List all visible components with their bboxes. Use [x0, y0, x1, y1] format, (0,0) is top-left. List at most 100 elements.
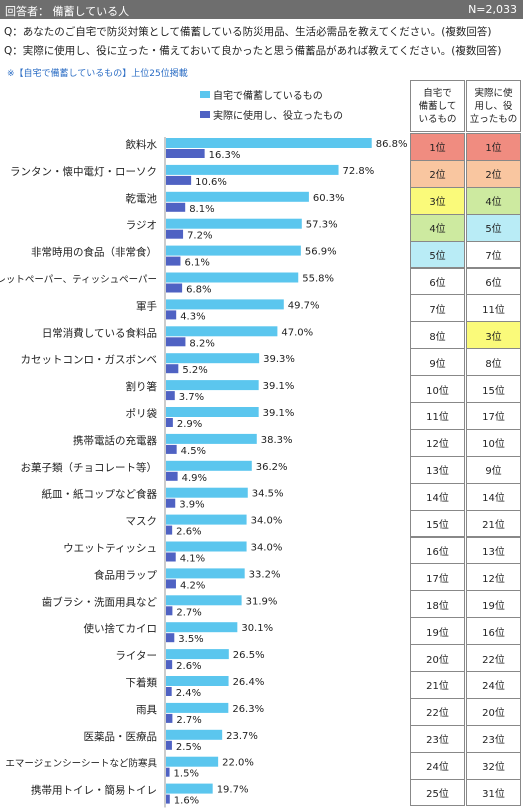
- data-label-stockpiled: 30.1%: [241, 623, 273, 634]
- rank-cell-stockpiled: 11位: [410, 402, 465, 430]
- rank-cell-useful: 21位: [466, 509, 521, 538]
- rank-cell-useful: 14位: [466, 482, 521, 511]
- rank-cell-stockpiled: 17位: [410, 563, 465, 592]
- bar-stockpiled: [166, 460, 252, 471]
- rank-cell-useful: 24位: [466, 671, 521, 699]
- rank-cell-useful: 22位: [466, 644, 521, 672]
- category-label: 日常消費している食料品: [42, 326, 157, 339]
- bar-stockpiled: [166, 729, 223, 740]
- rank-cell-stockpiled: 6位: [410, 267, 465, 296]
- rank-cell-useful: 19位: [466, 590, 521, 619]
- data-label-stockpiled: 55.8%: [302, 274, 334, 285]
- data-label-stockpiled: 23.7%: [226, 731, 258, 742]
- data-label-stockpiled: 31.9%: [246, 596, 278, 607]
- data-label-useful: 2.4%: [176, 688, 201, 699]
- category-label: ラジオ: [126, 220, 157, 232]
- rank-cell-useful: 20位: [466, 697, 521, 726]
- data-label-useful: 3.5%: [178, 634, 203, 645]
- bar-stockpiled: [166, 595, 242, 606]
- legend-label-series-1: 自宅で備蓄しているもの: [213, 91, 323, 102]
- rank-cell-stockpiled: 5位: [410, 240, 465, 269]
- data-label-useful: 6.1%: [184, 258, 209, 269]
- data-label-stockpiled: 86.8%: [376, 139, 408, 150]
- bar-useful: [166, 633, 175, 643]
- rank-header-useful: 実際に使 用し、役 立ったもの: [466, 80, 521, 132]
- category-label: 紙皿・紙コップなど食器: [42, 488, 158, 501]
- rank-cell-stockpiled: 19位: [410, 617, 465, 646]
- rank-cell-stockpiled: 1位: [410, 133, 465, 161]
- rank-cell-stockpiled: 4位: [410, 213, 465, 242]
- bar-useful: [166, 202, 186, 212]
- rank-cell-useful: 15位: [466, 375, 521, 403]
- rank-cell-useful: 12位: [466, 563, 521, 592]
- data-label-useful: 2.9%: [177, 419, 202, 430]
- rank-cell-useful: 23位: [466, 724, 521, 753]
- category-label: 乾電池: [126, 192, 158, 205]
- chart-note: ※【自宅で備蓄しているもの】上位25位掲載: [7, 69, 188, 79]
- rank-cell-stockpiled: 25位: [410, 778, 465, 807]
- data-label-stockpiled: 39.1%: [263, 381, 295, 392]
- rank-cell-useful: 8位: [466, 348, 521, 377]
- bar-useful: [166, 606, 173, 616]
- rank-cell-stockpiled: 15位: [410, 509, 465, 538]
- data-label-stockpiled: 60.3%: [313, 193, 345, 204]
- question-2: Q：実際に使用し、役に立った・備えておいて良かったと思う備蓄品があれば教えてくだ…: [4, 45, 502, 57]
- category-label: 割り箸: [126, 380, 158, 393]
- rank-cell-stockpiled: 22位: [410, 697, 465, 726]
- bar-useful: [166, 794, 170, 804]
- data-label-useful: 2.7%: [176, 715, 201, 726]
- bar-useful: [166, 256, 181, 266]
- legend-swatch-series-2: [200, 111, 210, 118]
- rank-cell-stockpiled: 20位: [410, 644, 465, 672]
- bar-useful: [166, 229, 184, 239]
- rank-cell-useful: 3位: [466, 321, 521, 350]
- bar-stockpiled: [166, 218, 302, 229]
- bar-useful: [166, 498, 176, 508]
- data-label-stockpiled: 47.0%: [281, 327, 313, 338]
- rank-cell-stockpiled: 21位: [410, 671, 465, 699]
- bar-stockpiled: [166, 164, 339, 175]
- data-label-stockpiled: 34.0%: [251, 516, 283, 527]
- category-label: ライター: [115, 650, 157, 662]
- category-label: 飲料水: [126, 138, 158, 151]
- bar-useful: [166, 660, 173, 670]
- bar-useful: [166, 418, 173, 427]
- bar-stockpiled: [166, 622, 238, 633]
- bar-stockpiled: [166, 756, 219, 767]
- bar-stockpiled: [166, 191, 309, 202]
- data-label-useful: 4.3%: [180, 311, 205, 322]
- data-label-useful: 2.6%: [176, 661, 201, 672]
- bar-chart: 飲料水 86.8% 16.3% ランタン・懐中電灯・ローソク 72.8% 10.6% 乾電池…: [0, 137, 408, 808]
- rank-cell-useful: 4位: [466, 186, 521, 215]
- rank-cell-stockpiled: 14位: [410, 482, 465, 511]
- bar-useful: [166, 740, 172, 750]
- data-label-stockpiled: 33.2%: [249, 569, 281, 580]
- data-label-useful: 4.2%: [180, 580, 205, 591]
- rank-cell-stockpiled: 8位: [410, 321, 465, 350]
- category-label: 使い捨てカイロ: [84, 622, 158, 635]
- bar-useful: [166, 444, 177, 454]
- sample-size: N=2,033: [468, 3, 517, 16]
- rank-cell-stockpiled: 23位: [410, 724, 465, 753]
- category-label: 雨具: [136, 704, 157, 716]
- bar-useful: [166, 471, 178, 481]
- bar-useful: [166, 713, 173, 723]
- bar-stockpiled: [166, 649, 229, 660]
- rank-cell-stockpiled: 3位: [410, 186, 465, 215]
- bar-useful: [166, 310, 177, 320]
- legend-swatch-series-1: [200, 91, 210, 98]
- rank-table: 自宅で 備蓄して いるもの 実際に使 用し、役 立ったもの 1位 2位 3位 4位 5位…: [410, 80, 522, 808]
- data-label-useful: 2.6%: [176, 527, 201, 538]
- data-label-useful: 6.8%: [186, 285, 211, 296]
- bar-stockpiled: [166, 541, 247, 552]
- bar-useful: [166, 687, 172, 696]
- data-label-useful: 5.2%: [182, 365, 207, 376]
- category-label: ランタン・懐中電灯・ローソク: [10, 165, 157, 178]
- category-label: ポリ袋: [126, 407, 158, 420]
- bar-useful: [166, 149, 205, 158]
- data-label-stockpiled: 34.5%: [252, 489, 284, 500]
- rank-cell-stockpiled: 10位: [410, 375, 465, 403]
- category-label: ウエットティッシュ: [63, 543, 157, 555]
- data-label-stockpiled: 56.9%: [305, 247, 337, 258]
- bar-stockpiled: [166, 380, 259, 391]
